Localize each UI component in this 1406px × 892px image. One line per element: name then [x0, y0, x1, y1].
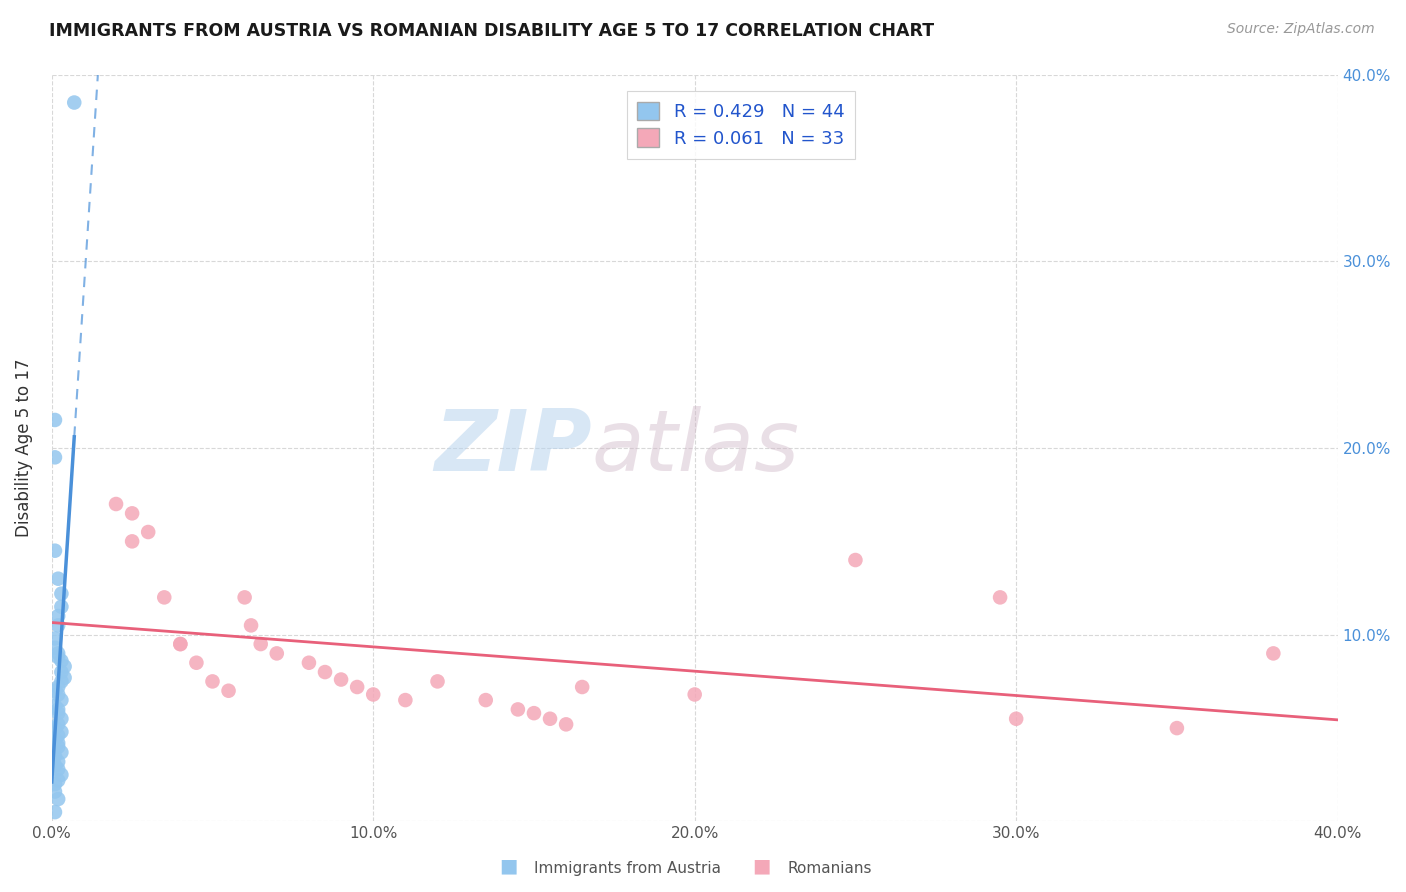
- Point: [51, 587, 73, 601]
- Point: [426, 674, 449, 689]
- Text: atlas: atlas: [592, 407, 800, 490]
- Point: [555, 717, 578, 731]
- Point: [201, 674, 224, 689]
- Point: [46, 650, 69, 665]
- Point: [51, 693, 73, 707]
- Point: [346, 680, 368, 694]
- Point: [46, 729, 69, 743]
- Point: [844, 553, 866, 567]
- Point: [683, 688, 706, 702]
- Point: [571, 680, 593, 694]
- Point: [121, 534, 143, 549]
- Point: [51, 674, 73, 689]
- Point: [44, 632, 66, 646]
- Point: [51, 712, 73, 726]
- Point: [240, 618, 263, 632]
- Point: [1263, 647, 1285, 661]
- Legend: R = 0.429   N = 44, R = 0.061   N = 33: R = 0.429 N = 44, R = 0.061 N = 33: [627, 91, 855, 159]
- Point: [46, 755, 69, 769]
- Point: [51, 745, 73, 759]
- Point: [169, 637, 191, 651]
- Point: [51, 654, 73, 668]
- Text: IMMIGRANTS FROM AUSTRIA VS ROMANIAN DISABILITY AGE 5 TO 17 CORRELATION CHART: IMMIGRANTS FROM AUSTRIA VS ROMANIAN DISA…: [49, 22, 935, 40]
- Point: [44, 683, 66, 698]
- Point: [46, 717, 69, 731]
- Point: [186, 656, 208, 670]
- Point: [314, 665, 336, 679]
- Point: [233, 591, 256, 605]
- Point: [63, 95, 86, 110]
- Point: [44, 777, 66, 791]
- Point: [169, 637, 191, 651]
- Point: [218, 683, 240, 698]
- Point: [330, 673, 353, 687]
- Point: [153, 591, 176, 605]
- Point: [46, 572, 69, 586]
- Point: [46, 647, 69, 661]
- Point: [46, 792, 69, 806]
- Point: [46, 618, 69, 632]
- Point: [46, 739, 69, 754]
- Point: [394, 693, 416, 707]
- Point: [51, 599, 73, 614]
- Point: [53, 659, 76, 673]
- Point: [121, 507, 143, 521]
- Point: [46, 773, 69, 788]
- Point: [44, 758, 66, 772]
- Point: [44, 805, 66, 819]
- Text: ZIP: ZIP: [434, 407, 592, 490]
- Point: [44, 749, 66, 764]
- Point: [136, 524, 159, 539]
- Point: [506, 702, 529, 716]
- Point: [538, 712, 561, 726]
- Text: Immigrants from Austria: Immigrants from Austria: [534, 861, 721, 876]
- Point: [46, 762, 69, 776]
- Point: [53, 671, 76, 685]
- Point: [46, 688, 69, 702]
- Point: [105, 497, 128, 511]
- Point: [298, 656, 321, 670]
- Point: [44, 413, 66, 427]
- Text: ■: ■: [499, 857, 517, 876]
- Text: Romanians: Romanians: [787, 861, 872, 876]
- Point: [44, 721, 66, 735]
- Y-axis label: Disability Age 5 to 17: Disability Age 5 to 17: [15, 359, 32, 537]
- Point: [44, 732, 66, 747]
- Point: [474, 693, 496, 707]
- Point: [523, 706, 546, 720]
- Point: [988, 591, 1011, 605]
- Point: [44, 450, 66, 465]
- Point: [46, 609, 69, 624]
- Point: [361, 688, 384, 702]
- Point: [46, 706, 69, 720]
- Point: [44, 640, 66, 655]
- Point: [44, 784, 66, 798]
- Point: [51, 665, 73, 679]
- Text: ■: ■: [752, 857, 770, 876]
- Text: Source: ZipAtlas.com: Source: ZipAtlas.com: [1227, 22, 1375, 37]
- Point: [46, 702, 69, 716]
- Point: [1166, 721, 1188, 735]
- Point: [249, 637, 271, 651]
- Point: [46, 680, 69, 694]
- Point: [51, 724, 73, 739]
- Point: [44, 698, 66, 713]
- Point: [44, 543, 66, 558]
- Point: [51, 768, 73, 782]
- Point: [266, 647, 288, 661]
- Point: [1005, 712, 1028, 726]
- Point: [46, 736, 69, 750]
